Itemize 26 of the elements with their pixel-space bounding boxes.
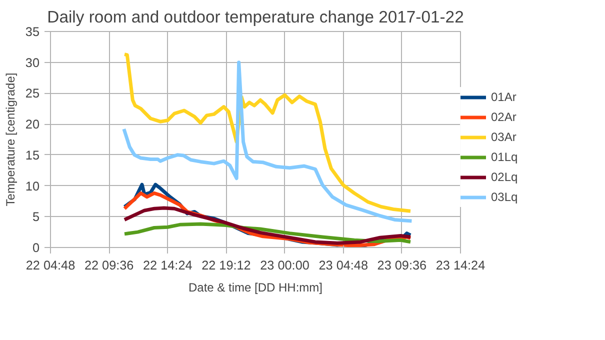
- x-axis-title: Date & time [DD HH:mm]: [188, 280, 323, 294]
- y-tick-label: 10: [25, 179, 40, 194]
- y-tick-label: 25: [25, 86, 40, 101]
- y-tick-label: 20: [25, 118, 40, 132]
- line-series: [122, 206, 412, 245]
- x-tick-label: 23 09:36: [377, 258, 427, 272]
- x-tick-label: 22 09:36: [84, 258, 134, 272]
- x-tick-label: 23 14:24: [436, 258, 486, 272]
- x-tick-label: 23 00:00: [260, 258, 310, 272]
- legend-label: 02Ar: [491, 110, 516, 124]
- legend-label: 01Ar: [491, 90, 516, 104]
- y-tick-label: 35: [25, 25, 40, 39]
- legend-label: 01Lq: [491, 150, 518, 164]
- x-tick-label: 22 14:24: [143, 258, 192, 272]
- y-tick-label: 0: [32, 241, 40, 255]
- legend-label: 03Ar: [491, 130, 516, 144]
- y-tick-label: 30: [25, 56, 40, 70]
- chart-title: Daily room and outdoor temperature change 2017-01-22: [47, 8, 464, 26]
- y-axis-title: Temperature [centigrade]: [3, 72, 18, 206]
- y-tick-label: 5: [32, 210, 40, 224]
- x-tick-label: 22 19:12: [202, 258, 251, 272]
- x-tick-label: 23 04:48: [318, 258, 368, 272]
- legend-label: 03Lq: [491, 190, 518, 204]
- y-tick-label: 15: [25, 148, 40, 162]
- legend-label: 02Lq: [491, 170, 518, 184]
- x-tick-label: 22 04:48: [26, 258, 76, 272]
